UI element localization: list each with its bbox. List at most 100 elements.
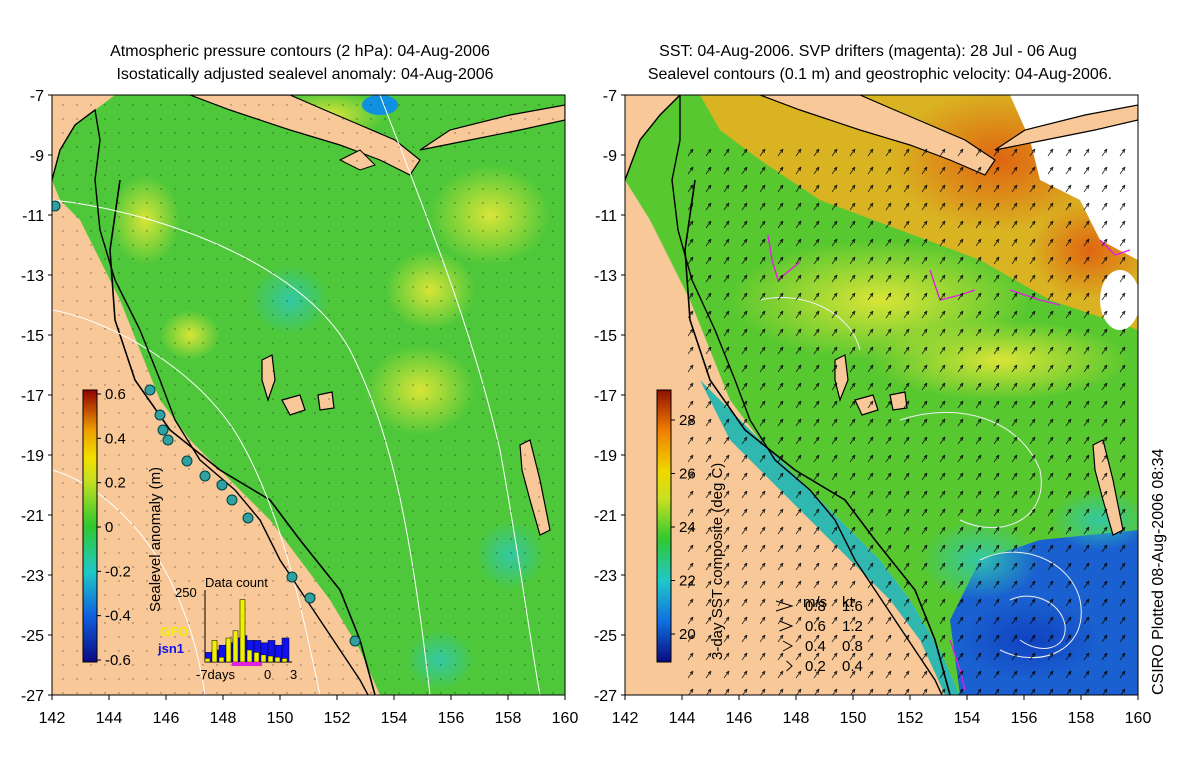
lon-tick-label: 156 bbox=[438, 710, 465, 727]
lon-tick-label: 154 bbox=[381, 710, 408, 727]
velocity-kt-value: 0.8 bbox=[842, 638, 863, 655]
velocity-arrow-icon bbox=[779, 620, 794, 632]
right-colorbar-label: 3-day SST composite (deg C) bbox=[709, 463, 726, 660]
left-colorbar-label: Sealevel anomaly (m) bbox=[147, 467, 164, 612]
colorbar-tick-label: 22 bbox=[679, 573, 696, 590]
axis-ticks: -7 -9 -11 -13 -15 -17 -19 -21 -23 -25 -27 142 144 146… bbox=[21, 88, 1152, 727]
velocity-legend: m/s kt 0.8 1.6 0.6 1.2 0.4 0.8 0.2 0.4 bbox=[775, 594, 863, 675]
lat-tick-label: -21 bbox=[21, 508, 44, 525]
colorbar-tick-label: -0.2 bbox=[105, 563, 131, 580]
inset-ymax-label: 250 bbox=[175, 585, 197, 600]
gfo-count-bar bbox=[260, 654, 267, 663]
lon-tick-label: 142 bbox=[612, 710, 639, 727]
gfo-count-bar bbox=[239, 599, 246, 663]
plot-credit: CSIRO Plotted 08-Aug-2006 08:34 bbox=[1150, 449, 1167, 695]
lon-tick-label: 158 bbox=[1068, 710, 1095, 727]
colorbar-tick-label: -0.4 bbox=[105, 608, 131, 625]
colorbar-tick-label: 0.6 bbox=[105, 386, 126, 403]
lat-tick-label: -27 bbox=[594, 688, 617, 705]
velocity-kt-value: 1.2 bbox=[842, 618, 863, 635]
velocity-ms-value: 0.8 bbox=[805, 598, 826, 615]
lat-tick-label: -17 bbox=[594, 388, 617, 405]
lat-tick-label: -17 bbox=[21, 388, 44, 405]
lon-tick-label: 146 bbox=[726, 710, 753, 727]
right-map bbox=[625, 95, 1138, 695]
gfo-count-bar bbox=[232, 630, 239, 663]
colorbar-tick-label: 0.2 bbox=[105, 475, 126, 492]
geostrophic-velocity-vectors bbox=[680, 140, 1138, 695]
lat-tick-label: -21 bbox=[594, 508, 617, 525]
lat-tick-label: -11 bbox=[22, 208, 44, 225]
gfo-count-bar bbox=[281, 658, 288, 663]
velocity-arrow-icon bbox=[782, 640, 794, 652]
lon-tick-label: 156 bbox=[1011, 710, 1038, 727]
legend-gfo: GFO bbox=[160, 624, 188, 639]
lat-tick-label: -23 bbox=[594, 568, 617, 585]
lon-tick-label: 146 bbox=[153, 710, 180, 727]
lat-tick-label: -15 bbox=[21, 328, 44, 345]
lat-tick-label: -25 bbox=[21, 628, 44, 645]
gfo-count-bar bbox=[274, 656, 281, 663]
lon-tick-label: 158 bbox=[495, 710, 522, 727]
velocity-ms-value: 0.6 bbox=[805, 618, 826, 635]
lon-tick-label: 142 bbox=[39, 710, 66, 727]
gfo-count-bar bbox=[211, 640, 218, 663]
gfo-count-bar bbox=[267, 655, 274, 663]
left-map bbox=[52, 95, 565, 695]
lat-tick-label: -19 bbox=[594, 448, 617, 465]
colorbar-tick-label: 24 bbox=[679, 519, 696, 536]
velocity-arrow-icon bbox=[786, 660, 793, 672]
lat-tick-label: -9 bbox=[603, 148, 617, 165]
velocity-kt-value: 0.4 bbox=[842, 658, 863, 675]
lat-tick-label: -25 bbox=[594, 628, 617, 645]
velocity-ms-value: 0.4 bbox=[805, 638, 826, 655]
gfo-count-bar bbox=[204, 658, 211, 663]
left-title-line2: Isostatically adjusted sealevel anomaly:… bbox=[116, 66, 493, 83]
lat-tick-label: -13 bbox=[21, 268, 44, 285]
lon-tick-label: 148 bbox=[210, 710, 237, 727]
lat-tick-label: -23 bbox=[21, 568, 44, 585]
gfo-count-bar bbox=[253, 652, 260, 663]
lon-tick-label: 148 bbox=[783, 710, 810, 727]
colorbar-tick-label: 28 bbox=[679, 412, 696, 429]
data-count-inset: Data count 250 GFO jsn1 -7days 0 3 bbox=[157, 575, 297, 682]
colorbar-tick-label: 20 bbox=[679, 626, 696, 643]
colorbar-tick-label: -0.6 bbox=[105, 652, 131, 669]
lon-tick-label: 152 bbox=[897, 710, 924, 727]
velocity-unit-kt: kt bbox=[842, 594, 855, 611]
left-colorbar: 0.6 0.4 0.2 0 -0.2 -0.4 -0.6 Sealevel anomaly … bbox=[82, 386, 164, 669]
gfo-count-bar bbox=[218, 656, 225, 663]
right-title-line2: Sealevel contours (0.1 m) and geostrophi… bbox=[648, 66, 1112, 83]
right-title-line1: SST: 04-Aug-2006. SVP drifters (magenta)… bbox=[659, 43, 1077, 60]
inset-title: Data count bbox=[205, 575, 268, 590]
colorbar-tick-label: 0.4 bbox=[105, 430, 126, 447]
inset-x-end: 3 bbox=[290, 667, 297, 682]
colorbar-tick-label: 26 bbox=[679, 466, 696, 483]
lat-tick-label: -11 bbox=[595, 208, 617, 225]
lat-tick-label: -9 bbox=[30, 148, 44, 165]
left-title-line1: Atmospheric pressure contours (2 hPa): 0… bbox=[110, 43, 490, 60]
lon-tick-label: 144 bbox=[96, 710, 123, 727]
tide-gauge-stations bbox=[52, 200, 361, 647]
lat-tick-label: -19 bbox=[21, 448, 44, 465]
legend-jsn1: jsn1 bbox=[157, 641, 184, 656]
lon-tick-label: 160 bbox=[1125, 710, 1152, 727]
lat-tick-label: -15 bbox=[594, 328, 617, 345]
right-colorbar: 28 26 24 22 20 3-day SST composite (deg C) bbox=[656, 389, 726, 663]
inset-x-start: -7days bbox=[196, 667, 236, 682]
velocity-ms-value: 0.2 bbox=[805, 658, 826, 675]
lon-tick-label: 150 bbox=[267, 710, 294, 727]
velocity-unit-ms: m/s bbox=[803, 594, 827, 611]
colorbar-tick-label: 0 bbox=[105, 519, 113, 536]
lat-tick-label: -13 bbox=[594, 268, 617, 285]
lon-tick-label: 154 bbox=[954, 710, 981, 727]
lon-tick-label: 152 bbox=[324, 710, 351, 727]
lon-tick-label: 150 bbox=[840, 710, 867, 727]
velocity-kt-value: 1.6 bbox=[842, 598, 863, 615]
lat-tick-label: -7 bbox=[30, 88, 44, 105]
lon-tick-label: 144 bbox=[669, 710, 696, 727]
lon-tick-label: 160 bbox=[552, 710, 579, 727]
lat-tick-label: -7 bbox=[603, 88, 617, 105]
inset-x-zero: 0 bbox=[264, 667, 271, 682]
